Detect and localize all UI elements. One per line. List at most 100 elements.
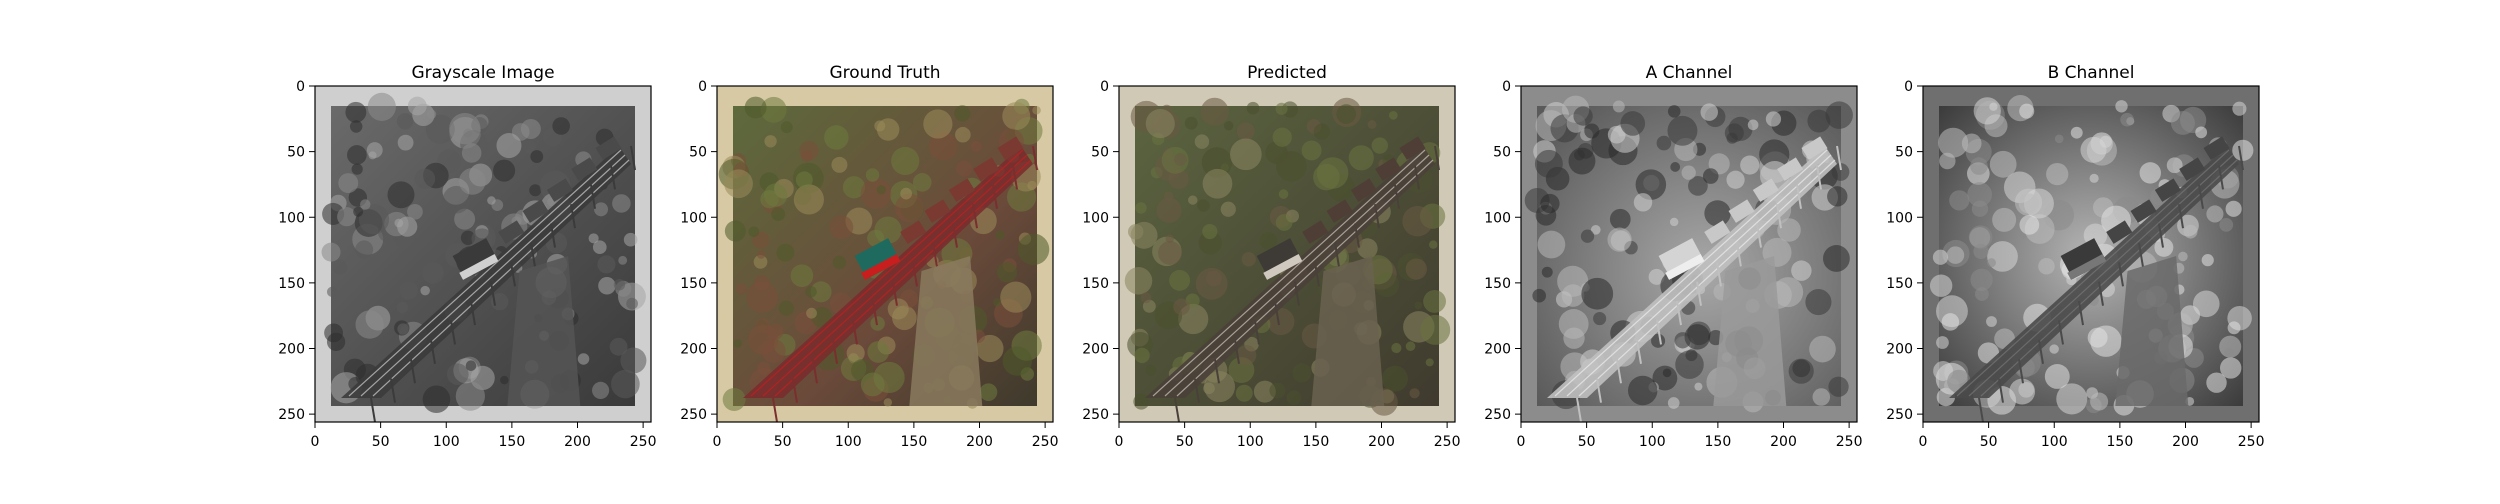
wagon: [1777, 157, 1804, 181]
wagon: [924, 199, 951, 223]
foliage-patch: [1684, 324, 1711, 350]
truss-strut: [1576, 397, 1582, 422]
truss-strut: [1656, 320, 1662, 345]
locomotive-stripe: [861, 254, 901, 280]
foliage-patch: [2056, 383, 2088, 415]
foliage-patch: [1728, 116, 1753, 141]
y-tick-label: 250: [278, 407, 305, 423]
rail: [360, 154, 626, 397]
foliage-patch: [1184, 116, 1198, 130]
panel-title: A Channel: [1646, 63, 1733, 83]
foliage-patch: [790, 264, 814, 288]
wagon: [1801, 136, 1828, 160]
foliage-patch: [900, 187, 913, 200]
foliage-patch: [597, 255, 616, 274]
foliage-patch: [1627, 375, 1658, 406]
truss-strut: [610, 165, 616, 190]
foliage-patch: [366, 142, 383, 159]
truss-strut: [1012, 165, 1018, 190]
wagon: [948, 178, 975, 202]
truss-strut: [2238, 145, 2244, 171]
wagon: [1350, 178, 1377, 202]
foliage-patch: [1423, 290, 1446, 313]
foliage-patch: [592, 240, 607, 255]
foliage-patch: [1675, 350, 1704, 379]
foliage-patch: [763, 183, 788, 207]
foliage-patch: [1827, 186, 1848, 207]
truss-strut: [2158, 223, 2164, 248]
x-tick-label: 250: [2238, 434, 2265, 450]
x-tick-label: 200: [1368, 434, 1395, 450]
foliage-patch: [1201, 147, 1233, 178]
foliage-patch: [460, 230, 476, 245]
truss-strut: [1736, 242, 1742, 268]
foliage-patch: [338, 173, 359, 193]
wagon: [2130, 199, 2157, 223]
foliage-patch: [1017, 233, 1050, 266]
foliage-patch: [598, 277, 616, 295]
truss-strut: [490, 281, 496, 306]
foliage-patch: [1381, 365, 1408, 392]
panel: B Channel 0 50 100 150 200 250 0 50 100 150 200 250: [1886, 63, 2264, 450]
foliage-patch: [618, 255, 628, 265]
foliage-patch: [956, 160, 973, 177]
y-tick-label: 200: [1082, 342, 1109, 358]
wagon: [2203, 136, 2230, 160]
foliage-patch: [1286, 390, 1302, 406]
foliage-patch: [805, 286, 817, 298]
foliage-patch: [1656, 135, 1672, 151]
foliage-patch: [1414, 301, 1423, 310]
foliage-patch: [594, 202, 609, 217]
foliage-patch: [396, 113, 414, 130]
foliage-patch: [1200, 97, 1229, 126]
foliage-patch: [955, 126, 971, 143]
x-tick-label: 250: [1434, 434, 1461, 450]
foliage-patch: [874, 120, 886, 132]
stone-pier: [507, 256, 581, 406]
foliage-patch: [1391, 342, 1402, 354]
y-tick-label: 250: [1886, 407, 1913, 423]
foliage-patch: [465, 360, 477, 371]
x-tick-label: 250: [1836, 434, 1863, 450]
x-tick-label: 150: [499, 434, 526, 450]
foliage-patch: [1145, 364, 1157, 376]
foliage-patch: [810, 281, 832, 303]
wagon: [1302, 220, 1329, 244]
x-tick-label: 100: [1639, 434, 1666, 450]
locomotive: [1658, 238, 1705, 279]
rail: [762, 154, 1028, 397]
foliage-patch: [1541, 266, 1553, 278]
foliage-patch: [2219, 218, 2234, 232]
foliage-patch: [407, 203, 423, 220]
rail: [1956, 149, 2230, 397]
locomotive-stripe: [1263, 254, 1303, 280]
foliage-patch: [1275, 214, 1293, 231]
foliage-patch: [1246, 101, 1260, 115]
truss-strut: [2058, 320, 2064, 345]
foliage-patch: [1700, 103, 1718, 121]
y-tick-label: 100: [680, 210, 707, 226]
truss-strut: [530, 242, 536, 268]
truss-strut: [1616, 359, 1622, 384]
foliage-patch: [530, 150, 544, 163]
foliage-patch: [923, 109, 953, 139]
truss-strut: [1756, 223, 1762, 248]
foliage-patch: [2019, 103, 2035, 119]
stone-pier: [909, 256, 983, 406]
y-tick-label: 250: [680, 407, 707, 423]
foliage-patch: [1936, 336, 1949, 349]
foliage-patch: [764, 135, 777, 148]
foliage-patch: [1807, 109, 1831, 133]
y-tick-label: 200: [1886, 342, 1913, 358]
foliage-patch: [592, 381, 610, 399]
truss-strut: [410, 359, 416, 384]
truss-strut: [1354, 223, 1360, 248]
foliage-patch: [500, 375, 509, 385]
truss-strut: [1998, 378, 2004, 403]
x-tick-label: 50: [1176, 434, 1194, 450]
foliage-patch: [1202, 168, 1233, 199]
truss-strut: [1274, 300, 1280, 326]
foliage-patch: [1974, 287, 1989, 301]
foliage-patch: [609, 337, 628, 356]
foliage-patch: [1612, 100, 1625, 113]
